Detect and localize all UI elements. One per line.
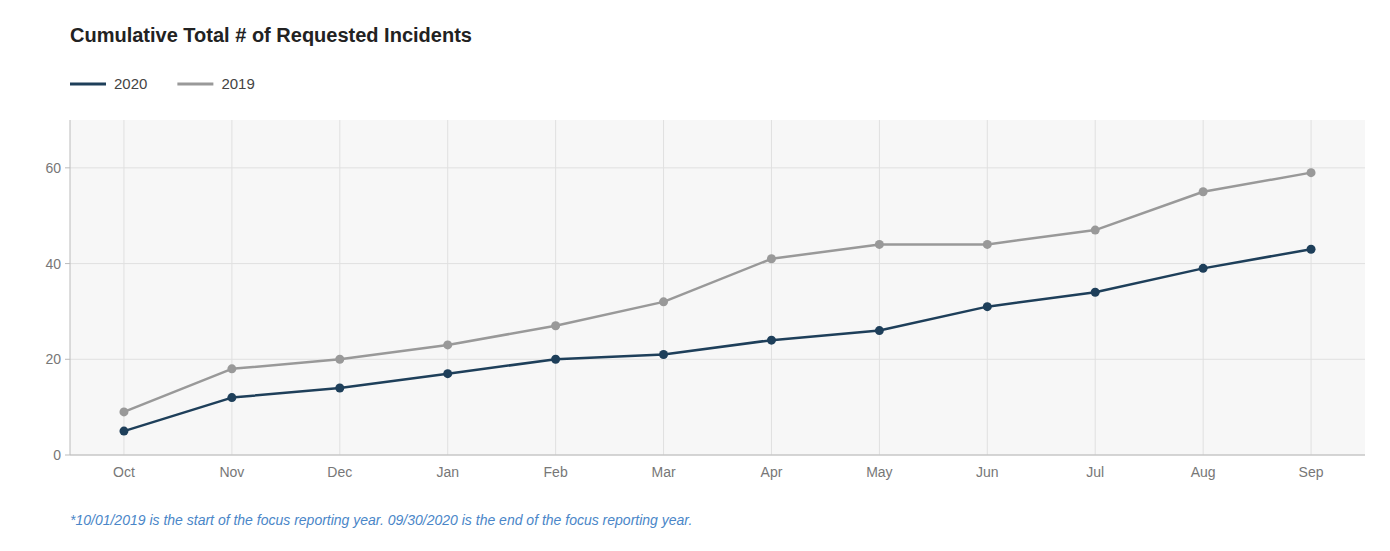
series-line: [124, 173, 1311, 412]
legend-swatch: [70, 83, 106, 86]
grid-line-y: [70, 455, 1365, 456]
data-point: [443, 369, 452, 378]
x-tick-label: Nov: [219, 464, 244, 480]
grid-line-x: [663, 120, 664, 455]
chart-svg: Cumulative Total # of Requested Incident…: [0, 0, 1390, 551]
data-point: [1199, 187, 1208, 196]
data-point: [443, 340, 452, 349]
data-point: [551, 321, 560, 330]
y-tick: [65, 359, 70, 360]
x-tick-label: Apr: [761, 464, 783, 480]
data-point: [659, 297, 668, 306]
x-tick-label: Sep: [1299, 464, 1324, 480]
legend-label: 2019: [221, 75, 254, 92]
y-tick: [65, 263, 70, 264]
x-tick-label: May: [866, 464, 892, 480]
data-point: [1199, 264, 1208, 273]
data-point: [767, 254, 776, 263]
grid-line-x: [879, 120, 880, 455]
chart-container: Cumulative Total # of Requested Incident…: [0, 0, 1390, 551]
grid-line-x: [123, 120, 124, 455]
data-point: [335, 355, 344, 364]
title: Cumulative Total # of Requested Incident…: [70, 24, 472, 46]
grid-line-x: [339, 120, 340, 455]
x-tick-label: Aug: [1191, 464, 1216, 480]
data-point: [1307, 168, 1316, 177]
y-tick-label: 40: [45, 256, 61, 272]
y-tick-label: 0: [53, 447, 61, 463]
data-point: [983, 302, 992, 311]
grid-line-x: [1095, 120, 1096, 455]
grid-line-y: [70, 167, 1365, 168]
data-point: [875, 240, 884, 249]
data-point: [767, 336, 776, 345]
x-axis-line: [70, 455, 1365, 456]
x-tick-label: Oct: [113, 464, 135, 480]
data-point: [119, 407, 128, 416]
x-tick-label: Feb: [544, 464, 568, 480]
grid-line-x: [771, 120, 772, 455]
x-tick-label: Jun: [976, 464, 999, 480]
grid-line-x: [987, 120, 988, 455]
data-point: [227, 364, 236, 373]
grid-line-x: [447, 120, 448, 455]
y-axis-line: [70, 120, 71, 455]
grid-line-y: [70, 359, 1365, 360]
annotation: *10/01/2019 is the start of the focus re…: [70, 512, 692, 528]
y-tick: [65, 167, 70, 168]
y-tick: [65, 455, 70, 456]
x-tick-label: Jul: [1086, 464, 1104, 480]
data-point: [659, 350, 668, 359]
series-line: [124, 249, 1311, 431]
x-tick-label: Jan: [436, 464, 459, 480]
legend-swatch: [177, 83, 213, 86]
data-point: [551, 355, 560, 364]
data-point: [1307, 245, 1316, 254]
y-tick-label: 60: [45, 160, 61, 176]
x-tick-label: Mar: [651, 464, 675, 480]
grid-line-x: [555, 120, 556, 455]
x-tick-label: Dec: [327, 464, 352, 480]
plot-background: [70, 120, 1365, 455]
data-point: [875, 326, 884, 335]
data-point: [335, 384, 344, 393]
data-point: [983, 240, 992, 249]
legend-label: 2020: [114, 75, 147, 92]
data-point: [1091, 288, 1100, 297]
data-point: [119, 427, 128, 436]
grid-line-x: [231, 120, 232, 455]
data-point: [1091, 226, 1100, 235]
grid-line-y: [70, 263, 1365, 264]
data-point: [227, 393, 236, 402]
y-tick-label: 20: [45, 351, 61, 367]
series-group: [119, 168, 1315, 435]
grid-line-x: [1203, 120, 1204, 455]
